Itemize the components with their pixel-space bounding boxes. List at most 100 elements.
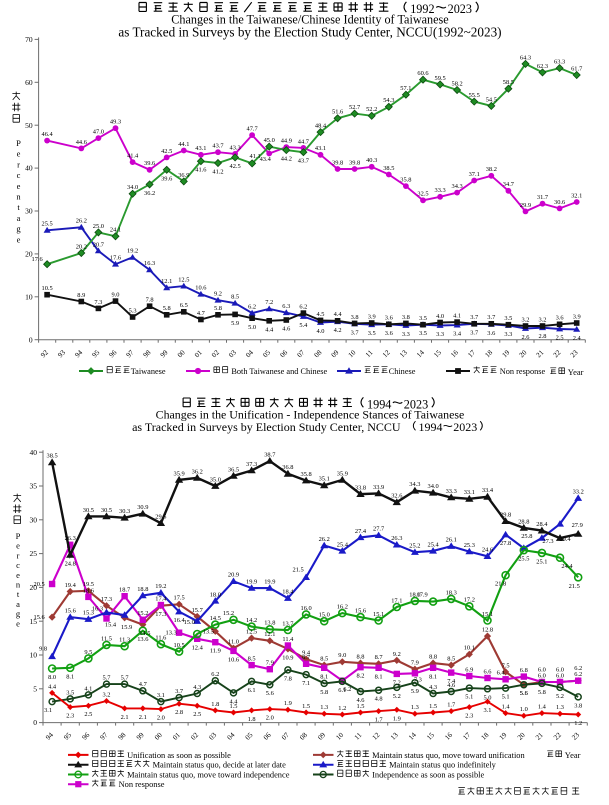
svg-text:64.3: 64.3 (520, 54, 531, 61)
svg-text:34.3: 34.3 (452, 183, 463, 190)
svg-text:60: 60 (25, 78, 33, 87)
svg-text:03: 03 (207, 731, 218, 742)
svg-text:2.1: 2.1 (121, 714, 129, 721)
svg-text:36.2: 36.2 (192, 468, 203, 475)
svg-text:95: 95 (91, 348, 102, 359)
svg-text:6.0: 6.0 (556, 667, 564, 674)
svg-text:6.2: 6.2 (248, 304, 256, 311)
svg-text:6.0: 6.0 (556, 672, 564, 679)
svg-text:92: 92 (39, 348, 50, 359)
svg-text:18: 18 (480, 731, 491, 742)
svg-text:13: 13 (389, 731, 400, 742)
svg-text:44.6: 44.6 (76, 139, 87, 146)
svg-text:18.4: 18.4 (282, 589, 294, 596)
svg-text:54.5: 54.5 (486, 96, 497, 103)
svg-text:43.7: 43.7 (298, 158, 310, 165)
svg-text:5.6: 5.6 (520, 690, 528, 697)
svg-text:6.3: 6.3 (282, 303, 290, 310)
svg-text:5.8: 5.8 (320, 689, 328, 696)
svg-text:0: 0 (33, 718, 37, 727)
svg-text:27.8: 27.8 (500, 540, 511, 547)
svg-text:06: 06 (278, 348, 289, 359)
svg-text:39.6: 39.6 (144, 160, 155, 167)
svg-text:1.4: 1.4 (538, 704, 547, 711)
svg-text:2.4: 2.4 (573, 335, 582, 342)
svg-text:2.3: 2.3 (465, 713, 473, 720)
svg-text:35.8: 35.8 (400, 177, 411, 184)
svg-text:Non response: Non response (117, 780, 165, 789)
svg-text:8.5: 8.5 (320, 656, 328, 663)
svg-text:12.5: 12.5 (178, 277, 189, 284)
svg-text:2.3: 2.3 (66, 713, 74, 720)
svg-text:24.1: 24.1 (110, 227, 121, 234)
svg-text:4.7: 4.7 (197, 310, 206, 317)
svg-text:32.5: 32.5 (417, 191, 428, 198)
svg-text:21.5: 21.5 (293, 566, 304, 573)
svg-text:59.5: 59.5 (435, 75, 446, 82)
svg-text:16.2: 16.2 (337, 604, 348, 611)
svg-text:3.9: 3.9 (368, 313, 376, 320)
svg-text:1992: 1992 (410, 2, 434, 16)
svg-text:05: 05 (261, 348, 272, 359)
svg-text:7.2: 7.2 (393, 679, 401, 686)
svg-text:4.1: 4.1 (84, 685, 92, 692)
svg-text:16.3: 16.3 (92, 605, 103, 612)
svg-text:17: 17 (466, 348, 477, 359)
svg-text:11.3: 11.3 (119, 637, 130, 644)
svg-text:8.1: 8.1 (429, 673, 437, 680)
svg-text:17.1: 17.1 (391, 597, 402, 604)
svg-text:4.1: 4.1 (453, 313, 461, 320)
svg-text:21.8: 21.8 (495, 581, 506, 588)
svg-text:35.8: 35.8 (301, 471, 312, 478)
svg-text:5.0: 5.0 (248, 324, 256, 331)
svg-text:4.6: 4.6 (357, 697, 365, 704)
svg-text:43.1: 43.1 (195, 145, 206, 152)
svg-text:41.2: 41.2 (212, 169, 223, 176)
svg-text:61.7: 61.7 (571, 65, 583, 72)
svg-text:30: 30 (25, 207, 33, 216)
svg-text:20.7: 20.7 (93, 241, 105, 248)
svg-text:3.5: 3.5 (66, 689, 74, 696)
svg-text:2.0: 2.0 (157, 715, 165, 722)
svg-text:01: 01 (193, 348, 204, 359)
svg-text:g: g (16, 224, 21, 234)
svg-text:3.5: 3.5 (368, 330, 376, 337)
svg-text:6.4: 6.4 (497, 669, 506, 676)
svg-text:25.5: 25.5 (42, 221, 53, 228)
svg-text:c: c (16, 560, 20, 570)
svg-text:Both Taiwanese and Chinese: Both Taiwanese and Chinese (229, 367, 327, 376)
svg-text:20: 20 (516, 731, 527, 742)
svg-text:30.9: 30.9 (137, 504, 148, 511)
svg-text:17.2: 17.2 (464, 597, 475, 604)
svg-text:29.9: 29.9 (520, 202, 531, 209)
svg-text:15.1: 15.1 (482, 611, 493, 618)
svg-text:97: 97 (99, 731, 110, 742)
svg-text:1.0: 1.0 (520, 706, 528, 713)
svg-text:3.2: 3.2 (539, 316, 547, 323)
svg-text:t: t (17, 202, 20, 212)
svg-text:26.1: 26.1 (446, 537, 457, 544)
svg-text:12.1: 12.1 (161, 278, 172, 285)
svg-text:49.3: 49.3 (110, 119, 121, 126)
svg-text:3.7: 3.7 (487, 314, 496, 321)
svg-text:33.9: 33.9 (373, 484, 384, 491)
svg-text:3.7: 3.7 (470, 314, 479, 321)
svg-text:12.5: 12.5 (246, 629, 257, 636)
svg-text:41.1: 41.1 (250, 153, 261, 160)
svg-text:5.7: 5.7 (103, 675, 112, 682)
svg-text:20.9: 20.9 (228, 572, 239, 579)
svg-text:17.6: 17.6 (110, 255, 121, 262)
svg-text:14.5: 14.5 (139, 630, 150, 637)
svg-text:26.2: 26.2 (319, 536, 330, 543)
svg-text:38.5: 38.5 (383, 165, 394, 172)
svg-text:2.5: 2.5 (556, 335, 564, 342)
svg-text:8.7: 8.7 (302, 654, 311, 661)
svg-text:25.3: 25.3 (464, 542, 475, 549)
svg-text:94: 94 (44, 731, 55, 742)
svg-text:11.4: 11.4 (282, 636, 294, 643)
svg-text:5.8: 5.8 (163, 305, 171, 312)
svg-text:8.1: 8.1 (320, 673, 328, 680)
svg-text:1.9: 1.9 (284, 700, 292, 707)
svg-text:13: 13 (398, 348, 409, 359)
svg-text:15.3: 15.3 (83, 610, 94, 617)
